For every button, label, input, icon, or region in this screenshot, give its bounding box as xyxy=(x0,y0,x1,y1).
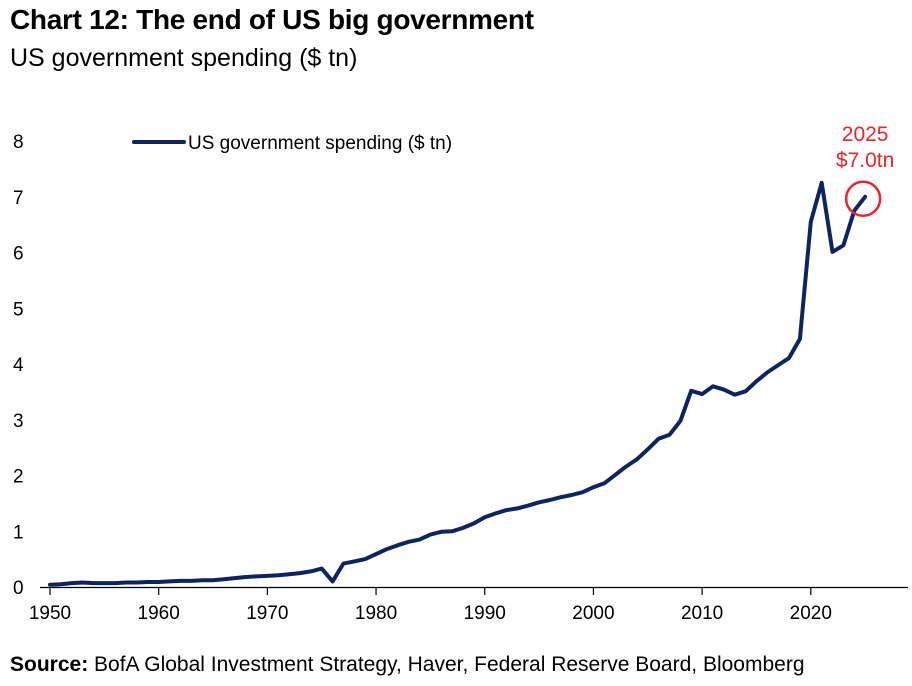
y-tick-label: 8 xyxy=(13,132,24,153)
y-tick-label: 0 xyxy=(13,578,24,599)
legend: US government spending ($ tn) xyxy=(132,133,452,154)
x-tick-label: 2010 xyxy=(681,603,723,624)
y-tick-label: 3 xyxy=(13,411,24,432)
y-tick-label: 7 xyxy=(13,188,24,209)
source-note: Source: BofA Global Investment Strategy,… xyxy=(10,653,805,677)
chart-subtitle: US government spending ($ tn) xyxy=(10,44,358,72)
x-axis-ticks: 1950 1960 1970 1980 1990 2000 2010 2020 xyxy=(29,587,832,624)
chart-title: Chart 12: The end of US big government xyxy=(10,4,534,35)
series-line xyxy=(48,180,868,587)
y-tick-label: 4 xyxy=(13,355,24,376)
x-tick-label: 1980 xyxy=(355,603,397,624)
x-tick-label: 2000 xyxy=(572,603,614,624)
x-tick-label: 1950 xyxy=(29,603,71,624)
annotation-value: $7.0tn xyxy=(836,149,894,172)
series-group xyxy=(48,180,868,587)
y-axis-ticks: 0 1 2 3 4 5 6 7 8 xyxy=(13,132,24,599)
annotation-year: 2025 xyxy=(842,123,889,146)
x-tick-label: 1970 xyxy=(246,603,288,624)
x-tick-label: 1990 xyxy=(464,603,506,624)
y-tick-label: 6 xyxy=(13,244,24,265)
y-tick-label: 5 xyxy=(13,299,24,320)
x-tick-label: 2020 xyxy=(790,603,832,624)
annotation-2025: 2025 $7.0tn xyxy=(836,123,894,217)
x-tick-label: 1960 xyxy=(138,603,180,624)
source-text: BofA Global Investment Strategy, Haver, … xyxy=(94,653,805,676)
legend-label: US government spending ($ tn) xyxy=(188,133,452,154)
y-tick-label: 2 xyxy=(13,467,24,488)
annotation-circle xyxy=(844,180,882,217)
y-tick-label: 1 xyxy=(13,522,24,543)
source-label: Source: xyxy=(10,653,89,676)
